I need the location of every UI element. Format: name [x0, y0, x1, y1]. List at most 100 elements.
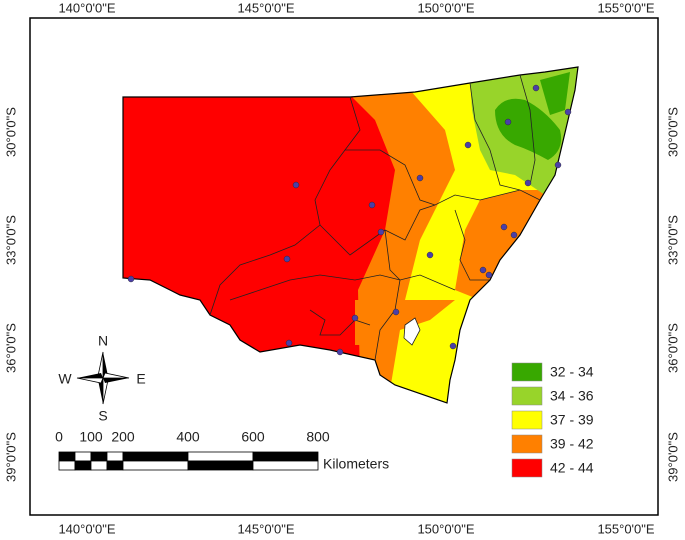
scale-tick-label: 0: [55, 429, 63, 445]
district-boundaries: [209, 74, 541, 361]
station: [285, 339, 293, 347]
station: [449, 342, 457, 350]
scale-segment: [90, 460, 108, 471]
legend-swatch: [511, 434, 543, 454]
station: [392, 308, 400, 316]
scale-tick-label: 100: [79, 429, 103, 445]
compass-point: [76, 377, 104, 384]
latitude-label: 30°0'0"S: [3, 107, 18, 157]
station: [554, 161, 562, 169]
legend-label: 39 - 42: [550, 436, 594, 452]
latitude-label: 33°0'0"S: [3, 215, 18, 265]
compass-e: E: [136, 371, 145, 387]
station: [292, 181, 300, 189]
state-border: [122, 66, 579, 404]
legend-swatch: [511, 362, 543, 382]
scale-tick-label: 200: [111, 429, 135, 445]
latitude-label: 39°0'0"S: [3, 432, 18, 482]
north-arrow: N S W E: [58, 333, 145, 424]
scale-segment: [187, 460, 254, 471]
longitude-label: 145°0'0"E: [237, 521, 294, 536]
compass-point: [103, 352, 108, 378]
station: [377, 228, 385, 236]
scale-segment: [58, 451, 76, 462]
district-line: [344, 96, 541, 206]
latitude-label: 39°0'0"S: [665, 432, 680, 482]
zone-32-34: [540, 72, 570, 115]
compass-n: N: [98, 333, 108, 349]
district-line: [309, 309, 371, 336]
legend-label: 32 - 34: [550, 364, 594, 380]
district-line: [319, 204, 436, 256]
district-line: [374, 229, 401, 361]
station: [127, 275, 135, 283]
compass-point: [98, 378, 103, 404]
district-line: [229, 274, 456, 301]
legend-label: 34 - 36: [550, 388, 594, 404]
latitude-label: 33°0'0"S: [665, 215, 680, 265]
station: [564, 108, 572, 116]
scale-segment: [252, 451, 319, 462]
station: [510, 231, 518, 239]
district-line: [209, 149, 346, 316]
act-outline: [403, 317, 421, 346]
station: [283, 255, 291, 263]
legend: 32 - 34 34 - 36 37 - 39 39 - 42 42 - 44: [507, 359, 647, 483]
district-line: [454, 209, 490, 281]
scale-segment: [122, 451, 189, 462]
zone-39-42: [355, 300, 455, 345]
station: [336, 348, 344, 356]
scale-segment: [106, 451, 124, 462]
legend-label: 42 - 44: [550, 460, 594, 476]
latitude-label: 30°0'0"S: [665, 107, 680, 157]
legend-swatch: [511, 410, 543, 430]
legend-label: 37 - 39: [550, 412, 594, 428]
scale-segment: [74, 460, 92, 471]
scale-segment: [90, 451, 108, 462]
scale-segment: [187, 451, 254, 462]
legend-swatch: [511, 458, 543, 478]
scale-unit: Kilometers: [323, 456, 389, 472]
station: [532, 84, 540, 92]
station: [485, 271, 493, 279]
scale-segment: [252, 460, 319, 471]
scale-tick-label: 600: [241, 429, 265, 445]
scale-segment: [58, 460, 76, 471]
scale-tick-label: 800: [306, 429, 330, 445]
compass-w: W: [58, 371, 72, 387]
scale-tick-label: 400: [176, 429, 200, 445]
longitude-label: 155°0'0"E: [597, 0, 654, 15]
scale-segment: [122, 460, 189, 471]
station: [426, 251, 434, 259]
station: [500, 223, 508, 231]
scale-segment: [74, 451, 92, 462]
legend-swatch: [511, 386, 543, 406]
district-line: [519, 74, 536, 186]
station: [504, 118, 512, 126]
compass-s: S: [98, 408, 107, 424]
longitude-label: 150°0'0"E: [417, 521, 474, 536]
station: [524, 179, 532, 187]
latitude-label: 36°0'0"S: [3, 323, 18, 373]
stations: [127, 84, 572, 356]
scale-bar: 0 100 200 400 600 800 Kilometers: [55, 429, 389, 472]
longitude-label: 140°0'0"E: [58, 0, 115, 15]
longitude-label: 155°0'0"E: [597, 521, 654, 536]
longitude-label: 140°0'0"E: [58, 521, 115, 536]
station: [464, 141, 472, 149]
station: [351, 314, 359, 322]
longitude-label: 150°0'0"E: [417, 0, 474, 15]
compass-point: [103, 378, 129, 383]
station: [416, 174, 424, 182]
latitude-label: 36°0'0"S: [665, 323, 680, 373]
station: [368, 201, 376, 209]
scale-segment: [106, 460, 124, 471]
compass-point: [77, 373, 103, 378]
zone-32-34: [495, 98, 562, 160]
compass-point: [102, 372, 130, 379]
district-line: [469, 82, 521, 191]
station: [479, 266, 487, 274]
graticule-labels: 140°0'0"E 145°0'0"E 150°0'0"E 155°0'0"E 140°…: [3, 0, 680, 536]
longitude-label: 145°0'0"E: [237, 0, 294, 15]
